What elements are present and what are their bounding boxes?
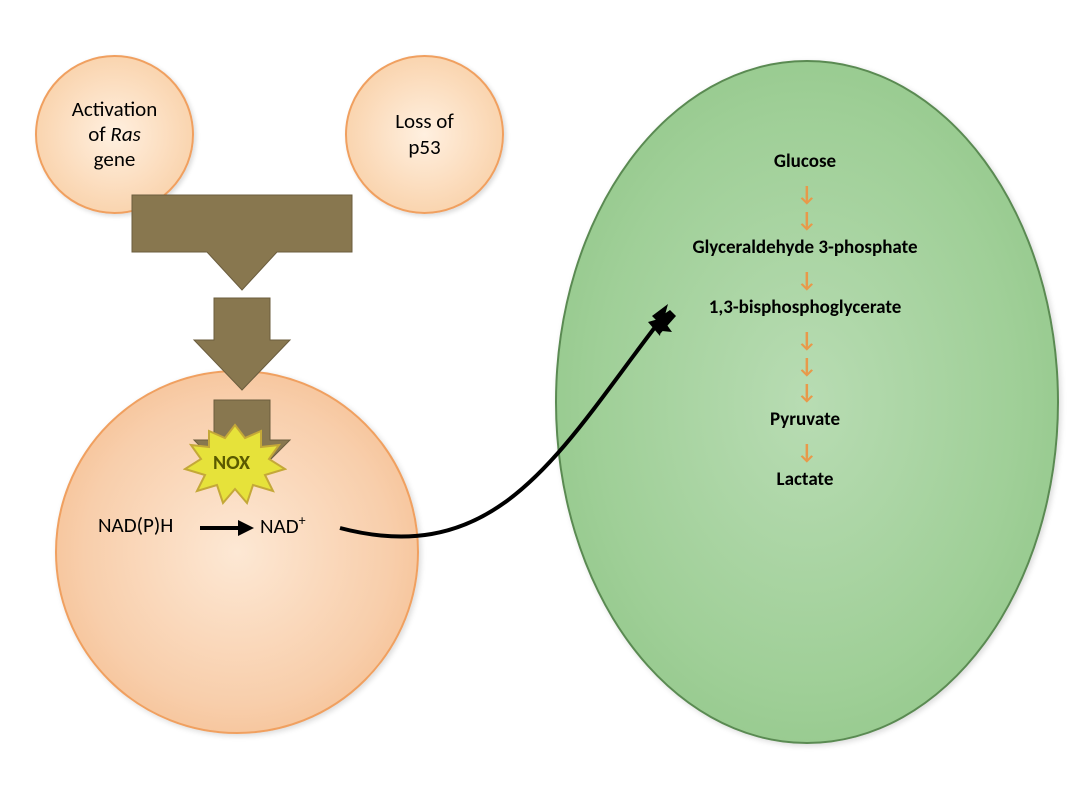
ras-line3: gene xyxy=(94,146,136,172)
pathway-step: Lactate xyxy=(265,468,1080,491)
ras-line1: Activation xyxy=(72,96,158,122)
pathway-step: 1,3-bisphosphoglycerate xyxy=(265,296,1080,319)
pathway-arrow-icon: ↓ xyxy=(797,180,817,207)
nadph-arrow xyxy=(198,516,254,540)
pathway-arrow-icon: ↓ xyxy=(797,352,817,379)
pathway-step: Pyruvate xyxy=(265,408,1080,431)
pathway-step: Glyceraldehyde 3-phosphate xyxy=(265,236,1080,259)
pathway-step: Glucose xyxy=(265,150,1080,173)
pathway-arrow-icon: ↓ xyxy=(797,378,817,405)
nad-label: NAD+ xyxy=(260,512,306,539)
pathway-arrow-icon: ↓ xyxy=(797,266,817,293)
nox-label: NOX xyxy=(213,451,250,475)
p53-line1: Loss of xyxy=(395,108,454,134)
pathway-arrow-icon: ↓ xyxy=(797,438,817,465)
pathway-arrow-icon: ↓ xyxy=(797,326,817,353)
nadph-label: NAD(P)H xyxy=(98,512,173,538)
pathway-arrow-icon: ↓ xyxy=(797,206,817,233)
